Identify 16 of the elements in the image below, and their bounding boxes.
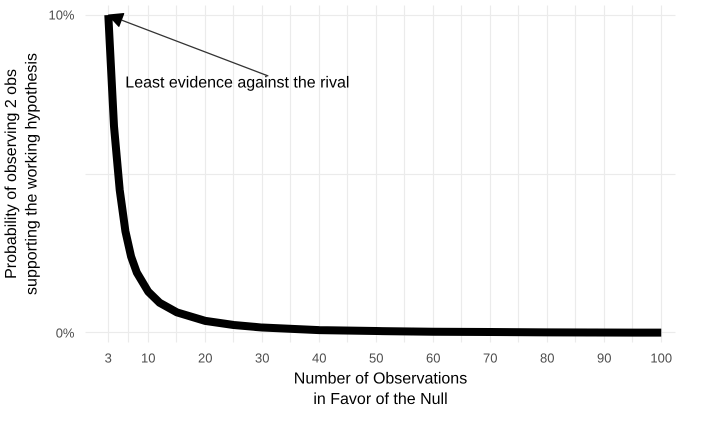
- x-tick-label: 3: [104, 350, 112, 366]
- x-tick-label: 20: [198, 350, 212, 366]
- annotation: Least evidence against the rival: [125, 74, 350, 92]
- x-tick-label: 40: [312, 350, 326, 366]
- x-tick-label: 60: [426, 350, 440, 366]
- x-tick-label: 100: [650, 350, 672, 366]
- y-tick-label: 0%: [56, 325, 75, 340]
- x-tick-label: 90: [597, 350, 612, 366]
- y-tick-label: 10%: [48, 8, 75, 23]
- y-axis-title: Probability of observing 2 obs supporting the working hypothesis: [3, 53, 40, 295]
- x-tick-label: 30: [254, 350, 270, 366]
- x-tick-label: 50: [368, 350, 384, 366]
- x-tick-label: 10: [140, 350, 156, 366]
- x-axis-title: Number of Observations in Favor of the Null: [294, 370, 468, 408]
- x-tick-label: 70: [483, 350, 498, 366]
- x-tick-label: 80: [540, 350, 554, 366]
